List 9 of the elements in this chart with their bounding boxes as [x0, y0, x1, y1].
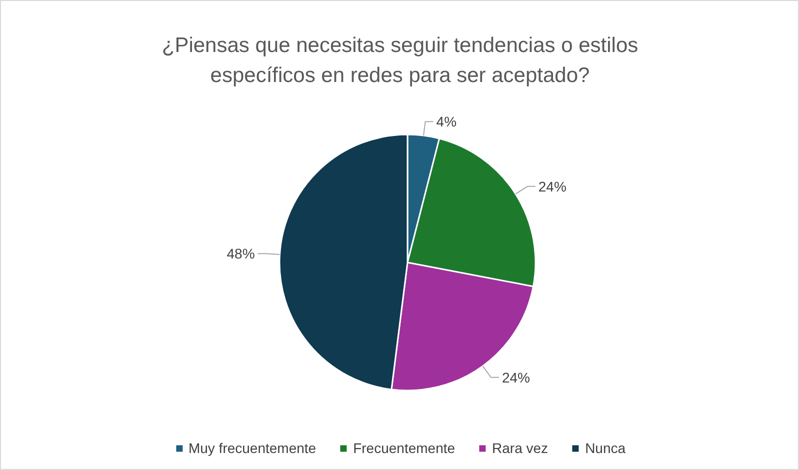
chart-title: ¿Piensas que necesitas seguir tendencias o estilos específicos en redes para ser aceptado? — [162, 34, 638, 87]
data-label: 4% — [436, 114, 457, 130]
data-label: 24% — [502, 369, 530, 386]
legend-label: Nunca — [585, 440, 626, 456]
legend-label: Rara vez — [492, 440, 548, 456]
legend-label: Muy frecuentemente — [188, 440, 316, 456]
data-label: 24% — [538, 178, 566, 194]
data-label: 48% — [226, 246, 255, 262]
legend-label: Frecuentemente — [353, 440, 456, 456]
